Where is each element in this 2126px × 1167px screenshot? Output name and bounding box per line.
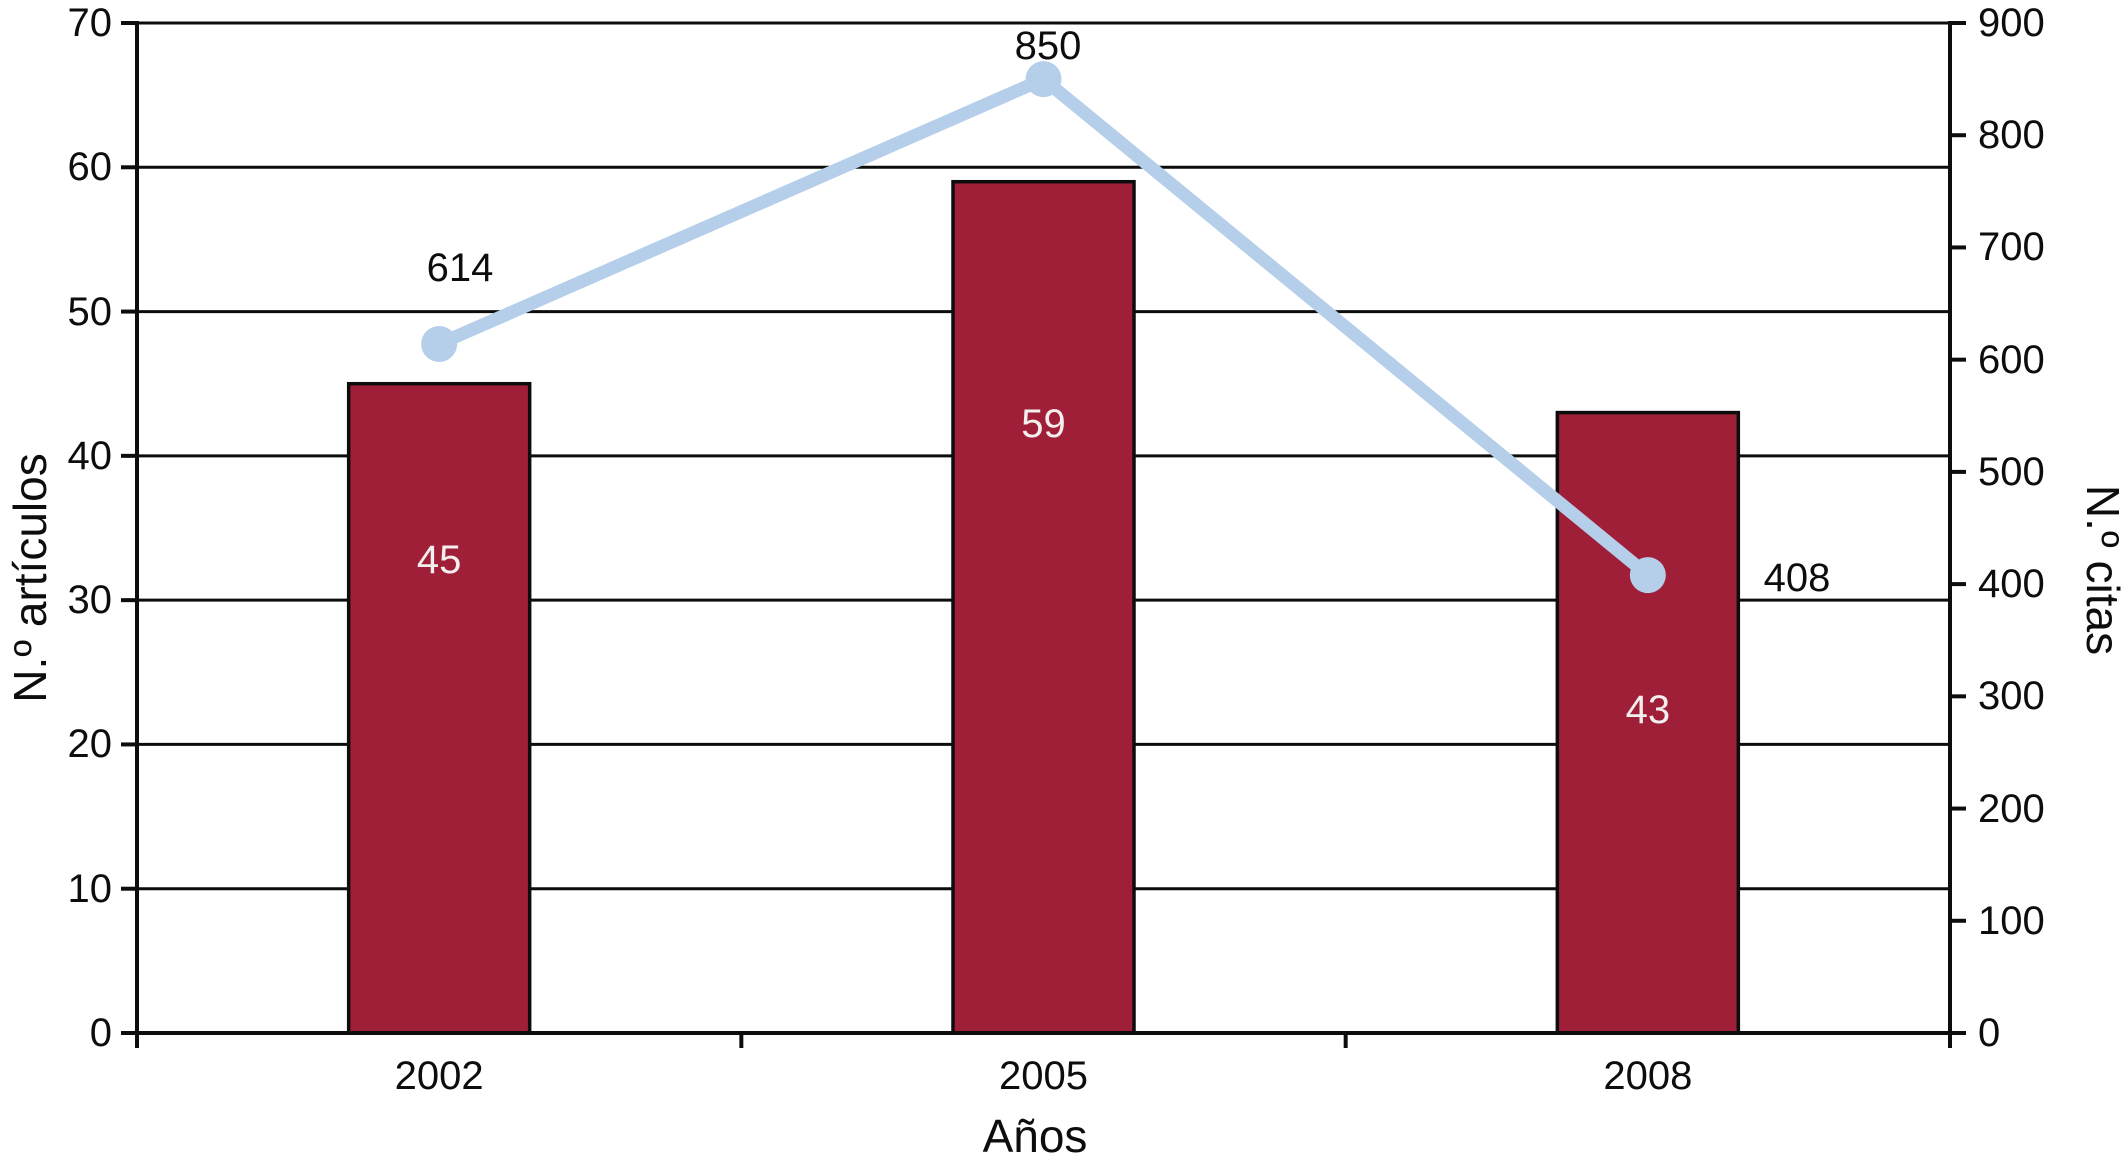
bar-value-label: 45: [416, 538, 462, 582]
x-category-label: 2005: [999, 1054, 1088, 1098]
right-axis-tick-label: 200: [1978, 786, 2045, 831]
right-axis-title: N.º citas: [2077, 484, 2126, 656]
left-axis-title: N.º artículos: [4, 453, 56, 703]
right-axis-tick-label: 300: [1978, 674, 2045, 719]
bar: [1555, 410, 1741, 1035]
left-axis-tick-label: 70: [67, 1, 113, 45]
left-axis-tick-label: 50: [67, 289, 113, 334]
x-category-label: 2002: [394, 1054, 484, 1098]
left-axis-tick-label: 30: [67, 578, 113, 623]
bar-value-label: 59: [1021, 402, 1066, 446]
left-axis-tick-label: 60: [67, 145, 113, 190]
right-axis-tick-label: 800: [1978, 113, 2045, 158]
line-value-label: 408: [1763, 556, 1831, 600]
bar: [951, 179, 1136, 1035]
line-marker: [421, 325, 458, 362]
right-axis-tick-label: 500: [1978, 449, 2045, 494]
right-axis-tick-label: 0: [1978, 1011, 2001, 1055]
left-axis-tick-label: 0: [89, 1011, 112, 1055]
right-axis-tick-label: 600: [1978, 337, 2045, 382]
right-axis-tick-label: 900: [1978, 1, 2045, 45]
bar-value-label: 43: [1625, 688, 1671, 732]
left-axis-tick-label: 20: [67, 722, 113, 767]
left-axis-tick-label: 40: [67, 433, 113, 478]
right-axis-tick-label: 100: [1978, 898, 2045, 943]
x-axis-title: Años: [982, 1110, 1088, 1162]
x-category-label: 2008: [1603, 1054, 1693, 1098]
line-marker: [1629, 557, 1666, 594]
left-axis-tick-label: 10: [67, 866, 113, 911]
line-marker: [1025, 61, 1062, 98]
right-axis-tick-label: 700: [1978, 225, 2045, 270]
line-value-label: 614: [426, 246, 494, 290]
bar: [346, 381, 532, 1035]
right-axis-tick-label: 400: [1978, 562, 2045, 607]
line-value-label: 850: [1014, 24, 1082, 68]
